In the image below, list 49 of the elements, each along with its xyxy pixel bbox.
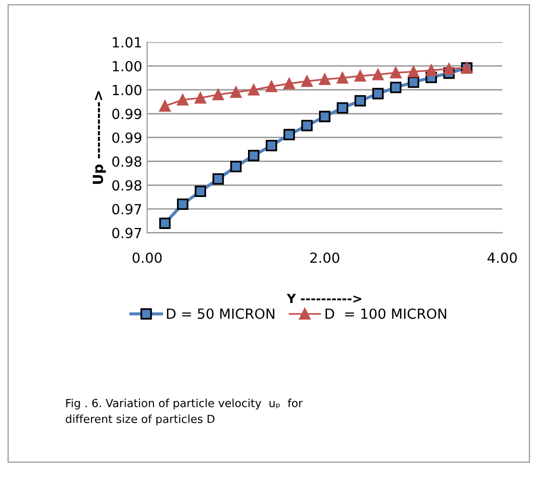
- point: [372, 88, 384, 100]
- point: [159, 218, 171, 229]
- point: [354, 95, 366, 106]
- point: [248, 150, 260, 162]
- point: [408, 76, 420, 88]
- y-tick-label: 1.01: [112, 37, 142, 48]
- y-tick-label: 0.99: [112, 108, 142, 120]
- point: [390, 82, 402, 94]
- point: [301, 76, 313, 87]
- point: [319, 74, 330, 86]
- y-tick-label: 1.00: [112, 60, 142, 72]
- point: [284, 128, 295, 140]
- point: [212, 173, 224, 185]
- y-tick-label: 0.98: [112, 180, 142, 191]
- point: [284, 78, 295, 90]
- y-tick-label: 0.97: [112, 228, 142, 238]
- point: [301, 120, 313, 132]
- point: [319, 110, 330, 122]
- point: [159, 100, 171, 112]
- y-axis-title: Up ---------->: [92, 91, 106, 184]
- legend-label: D = 100 MICRON: [326, 308, 446, 319]
- x-axis-title: Y ---------->: [286, 294, 362, 303]
- x-tick-label: 4.00: [487, 252, 517, 263]
- point: [443, 63, 455, 75]
- y-tick-label: 0.99: [112, 132, 142, 143]
- point: [336, 72, 348, 84]
- x-tick-label: 2.00: [310, 252, 340, 263]
- point: [426, 64, 437, 76]
- point: [390, 66, 402, 78]
- point: [212, 88, 224, 100]
- y-tick-label: 0.97: [112, 204, 142, 214]
- point: [176, 198, 188, 210]
- point: [194, 92, 206, 104]
- point: [230, 86, 242, 98]
- text: Fig . 6. Variation of particle velocity uₚ for different size of particles D: [66, 398, 303, 426]
- legend-label: D = 50 MICRON: [166, 308, 274, 319]
- point: [248, 84, 260, 96]
- point: [266, 140, 278, 152]
- y-tick-label: 0.98: [112, 156, 142, 167]
- point: [354, 70, 366, 82]
- point: [230, 160, 242, 172]
- point: [266, 80, 278, 92]
- point: [194, 186, 206, 198]
- point: [372, 68, 384, 80]
- point: [408, 66, 420, 78]
- point: [336, 102, 348, 114]
- point: [176, 94, 188, 106]
- y-tick-label: 1.00: [112, 84, 142, 96]
- x-tick-label: 0.00: [132, 252, 162, 263]
